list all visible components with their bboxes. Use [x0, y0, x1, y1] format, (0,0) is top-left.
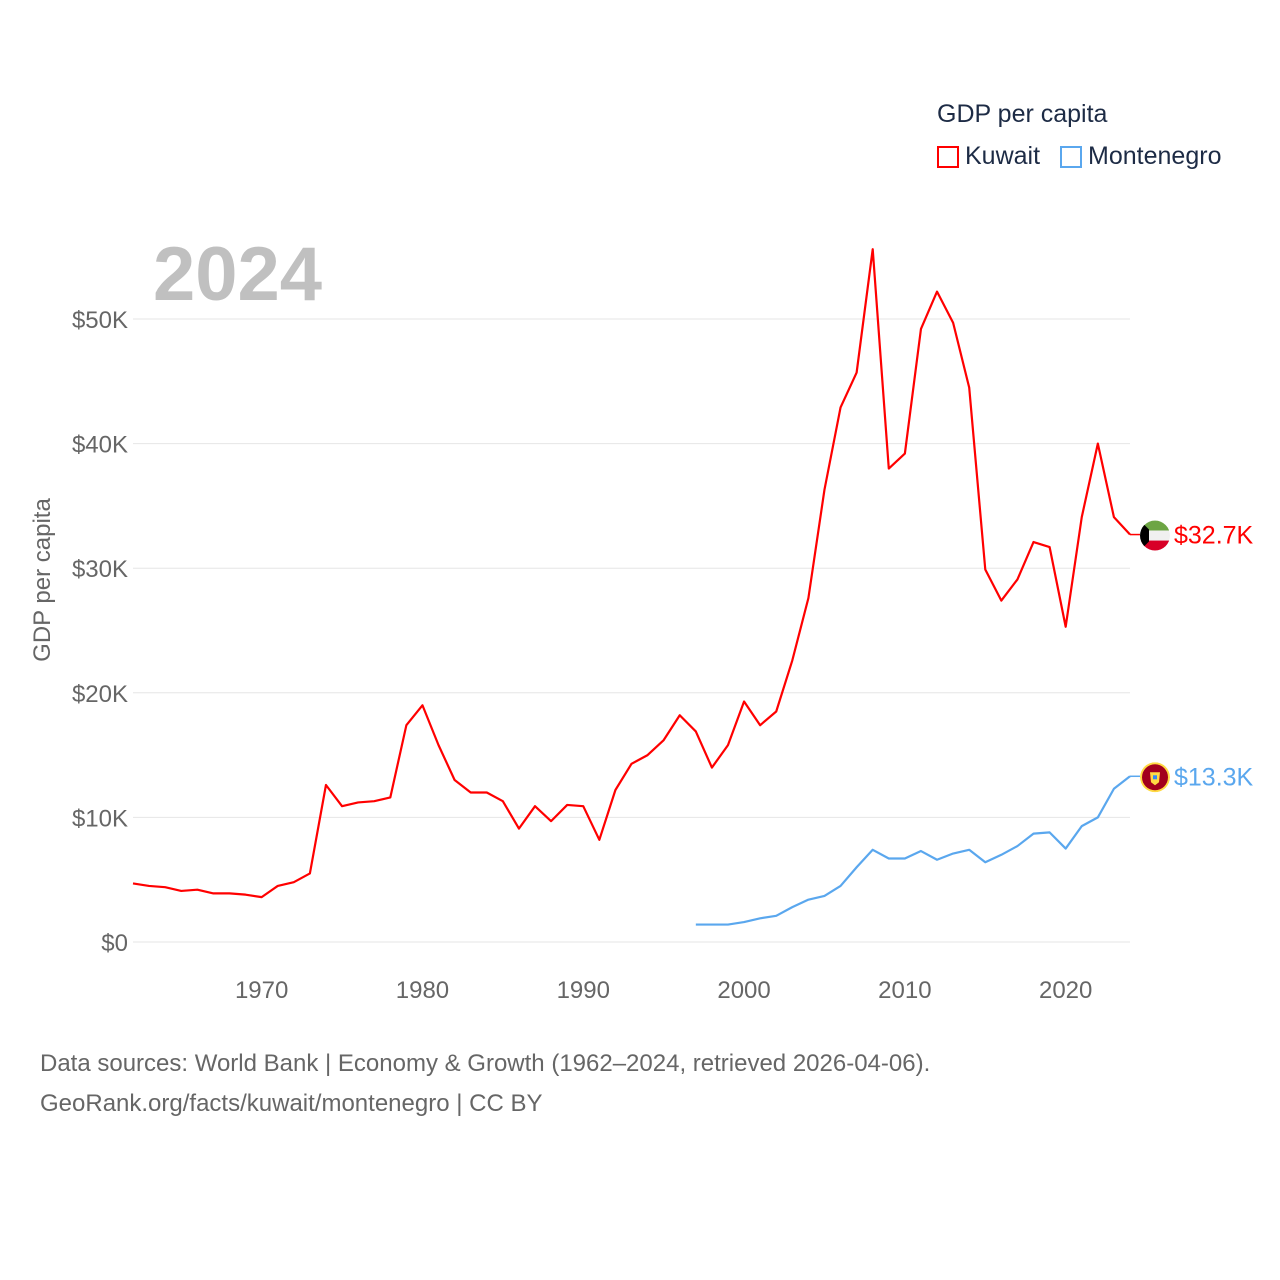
- y-tick-label: $50K: [72, 307, 128, 334]
- y-tick-label: $0: [101, 930, 128, 957]
- series-line-montenegro: [695, 775, 1131, 926]
- legend-title: GDP per capita: [937, 100, 1108, 128]
- y-tick-label: $20K: [72, 681, 128, 708]
- legend-item-montenegro[interactable]: Montenegro: [1060, 142, 1221, 171]
- y-tick-label: $30K: [72, 556, 128, 583]
- x-tick-label: 1980: [396, 977, 449, 1004]
- y-axis-label: GDP per capita: [29, 498, 56, 662]
- legend-label-montenegro: Montenegro: [1088, 142, 1222, 170]
- end-value-label-montenegro: $13.3K: [1174, 763, 1254, 791]
- x-tick-label: 2000: [717, 977, 770, 1004]
- kuwait-flag-icon: [1140, 520, 1170, 551]
- legend: Kuwait Montenegro: [937, 142, 1221, 171]
- year-label: 2024: [153, 232, 322, 317]
- x-tick-label: 1970: [235, 977, 288, 1004]
- x-tick-label: 2010: [878, 977, 931, 1004]
- y-tick-label: $10K: [72, 805, 128, 832]
- montenegro-flag-icon: [1140, 762, 1170, 793]
- x-tick-label: 1990: [557, 977, 610, 1004]
- x-tick-label: 2020: [1039, 977, 1092, 1004]
- y-tick-label: $40K: [72, 432, 128, 459]
- end-value-label-kuwait: $32.7K: [1174, 522, 1254, 550]
- series-line-kuwait: [132, 248, 1131, 899]
- source-text: Data sources: World Bank | Economy & Gro…: [40, 1050, 931, 1077]
- legend-swatch-montenegro: [1060, 145, 1083, 168]
- legend-label-kuwait: Kuwait: [965, 142, 1041, 170]
- legend-item-kuwait[interactable]: Kuwait: [937, 142, 1040, 171]
- legend-swatch-kuwait: [937, 145, 959, 168]
- attribution-link[interactable]: GeoRank.org/facts/kuwait/montenegro | CC…: [40, 1090, 543, 1117]
- footer: Data sources: World Bank | Economy & Gro…: [40, 1044, 930, 1124]
